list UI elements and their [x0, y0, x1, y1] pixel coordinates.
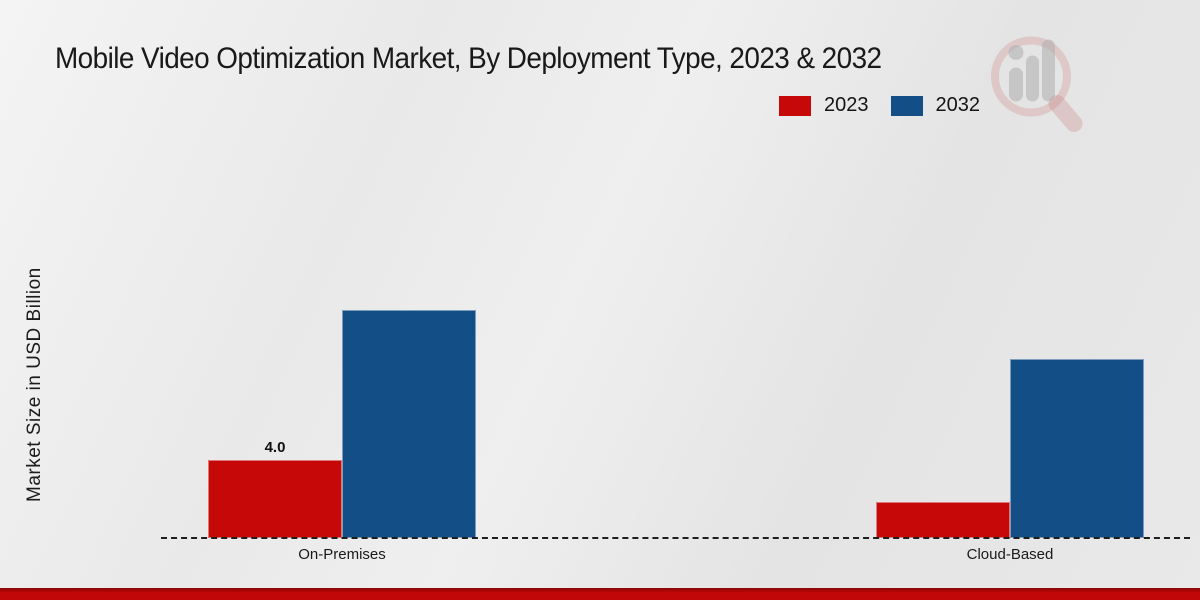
y-axis-label: Market Size in USD Billion	[24, 267, 45, 503]
bar-cloud-based-2032	[1010, 359, 1144, 538]
legend-item-2032: 2032	[890, 94, 981, 117]
bar-group-cloud-based: Cloud-Based	[876, 100, 1144, 563]
category-label-cloud-based: Cloud-Based	[966, 546, 1054, 563]
bar-group-on-premises: 4.0 On-Premises	[208, 100, 476, 563]
magnifier-bar-chart-logo-icon	[991, 36, 1083, 132]
bar-column-cloud-based-2032	[1010, 100, 1144, 538]
bar-on-premises-2032	[342, 310, 476, 538]
plot-area: 4.0 On-Premises Cloud-Based	[161, 100, 1190, 563]
legend-swatch-2023	[779, 95, 811, 116]
category-label-on-premises: On-Premises	[298, 546, 386, 563]
legend: 2023 2032	[779, 94, 980, 117]
bar-cloud-based-2023	[876, 502, 1010, 538]
bar-value-label-on-premises-2023: 4.0	[264, 439, 286, 456]
bar-column-on-premises-2032	[342, 100, 476, 538]
bar-column-on-premises-2023: 4.0	[208, 100, 342, 538]
legend-item-2023: 2023	[779, 94, 869, 117]
footer-accent-bar	[0, 588, 1200, 600]
legend-swatch-2032	[890, 95, 923, 116]
bar-on-premises-2023	[208, 460, 342, 538]
chart-title: Mobile Video Optimization Market, By Dep…	[55, 42, 882, 75]
x-axis-baseline	[161, 537, 1190, 539]
legend-label-2023: 2023	[824, 94, 869, 116]
bar-column-cloud-based-2023	[876, 100, 1010, 538]
legend-label-2032: 2032	[935, 94, 981, 116]
